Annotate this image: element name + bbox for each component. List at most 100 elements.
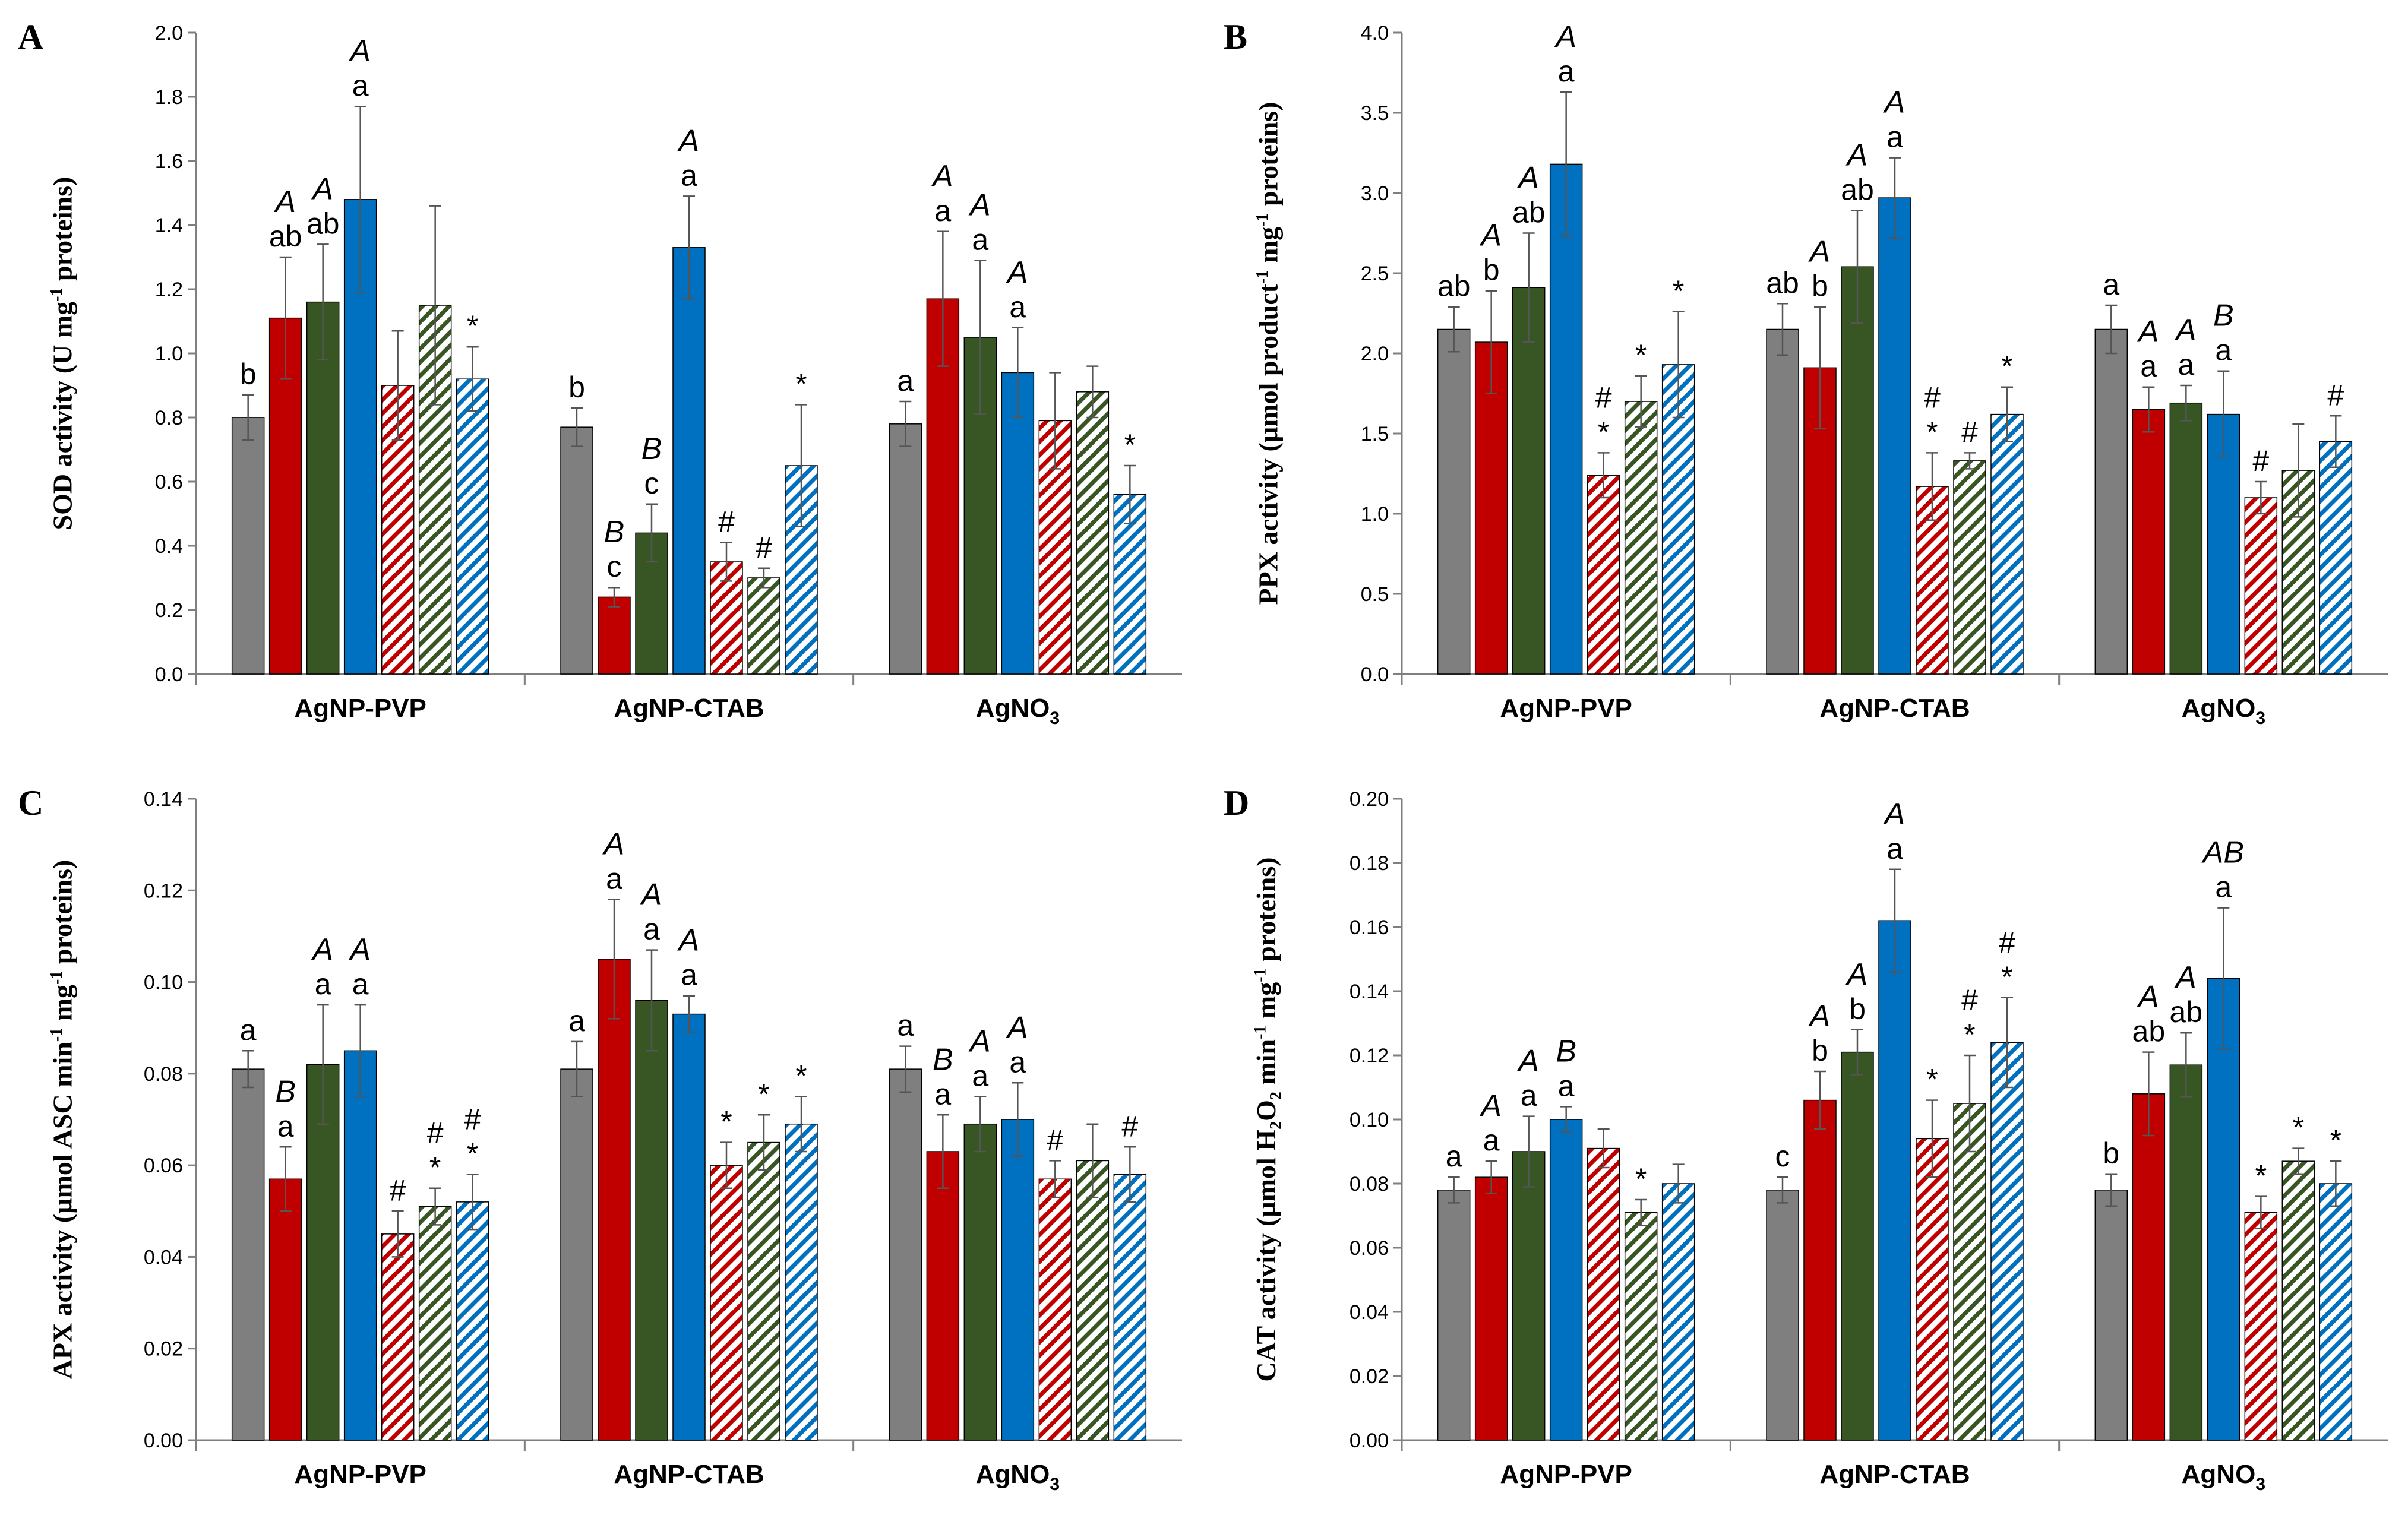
significance-label: ab (269, 220, 302, 253)
significance-label: AB (2201, 836, 2244, 870)
significance-label: * (1926, 415, 1938, 448)
significance-label: B (933, 1042, 953, 1077)
significance-label: a (2140, 350, 2157, 383)
bar-red-hatched-AgNP-PVP (1587, 475, 1620, 675)
significance-label: A (1006, 1010, 1028, 1045)
significance-label: b (1483, 254, 1500, 287)
significance-label: a (972, 1059, 988, 1092)
category-label: AgNP-PVP (1500, 1460, 1632, 1489)
significance-label: a (1558, 1069, 1575, 1102)
significance-label: B (641, 432, 662, 466)
significance-label: * (1926, 1063, 1938, 1096)
bar-green-hatched-AgNP-PVP (418, 1206, 452, 1441)
category-label: AgNP-PVP (1500, 694, 1632, 723)
category-label: AgNO3 (976, 694, 1060, 728)
significance-label: a (1886, 832, 1903, 865)
category-label: AgNP-CTAB (614, 1460, 764, 1489)
significance-label: * (1673, 274, 1684, 308)
y-tick-label: 1.5 (1361, 423, 1389, 445)
bar-green-solid-AgNP-CTAB (635, 1000, 668, 1441)
significance-label: * (2001, 350, 2012, 383)
y-tick-label: 0.04 (1350, 1301, 1389, 1324)
significance-label: # (2327, 378, 2344, 412)
bar-green-hatched-AgNP-PVP (1624, 1212, 1658, 1441)
panel-d: D CAT activity (µmol H2O2 min-1 mg-1 pro… (1206, 766, 2400, 1526)
significance-label: # (1047, 1123, 1063, 1156)
significance-label: * (1598, 415, 1609, 448)
y-tick-label: 1.6 (155, 150, 183, 173)
y-tick-label: 1.0 (1361, 503, 1389, 526)
bar-blue-solid-AgNO3 (1001, 1119, 1035, 1441)
y-tick-label: 2.5 (1361, 262, 1389, 285)
bar-control-AgNO3 (2094, 328, 2128, 675)
bar-blue-solid-AgNP-PVP (343, 199, 377, 675)
bar-red-solid-AgNP-PVP (1474, 341, 1508, 675)
y-tick-label: 0.0 (1361, 663, 1389, 686)
bar-blue-hatched-AgNP-PVP (456, 1201, 489, 1441)
significance-label: a (240, 1013, 257, 1046)
bar-green-solid-AgNO3 (2169, 402, 2203, 675)
significance-label: b (1849, 992, 1866, 1026)
y-tick-label: 0.08 (144, 1063, 183, 1086)
y-tick-label: 0.14 (1350, 981, 1389, 1003)
significance-label: a (277, 1109, 294, 1143)
bar-red-hatched-AgNP-PVP (1587, 1147, 1620, 1441)
y-tick-label: 0.00 (1350, 1429, 1389, 1452)
bar-green-solid-AgNO3 (2169, 1064, 2203, 1441)
significance-label: a (352, 69, 369, 102)
significance-label: a (606, 862, 622, 896)
significance-label: * (2293, 1111, 2304, 1144)
category-label: AgNP-PVP (294, 694, 426, 723)
panel-label-b: B (1224, 17, 1248, 56)
bar-blue-solid-AgNP-CTAB (672, 1013, 706, 1441)
panel-a: A SOD activity (U mg-1 proteins) 0.0 0.2 0… (0, 0, 1194, 760)
panel-b: B PPX activity (µmol product-1 mg-1 prot… (1206, 0, 2400, 760)
bar-red-hatched-AgNP-PVP (381, 1233, 415, 1441)
bar-blue-hatched-AgNO3 (1113, 494, 1147, 675)
y-tick-label: 0.02 (144, 1338, 183, 1361)
y-tick-label: 0.00 (144, 1429, 183, 1452)
significance-label: B (275, 1074, 296, 1109)
y-tick-label: 0.06 (1350, 1237, 1389, 1260)
significance-label: b (2103, 1137, 2119, 1170)
bar-green-solid-AgNP-PVP (1512, 287, 1546, 675)
significance-label: a (2103, 268, 2119, 301)
significance-label: # (427, 1117, 444, 1150)
significance-label: A (1808, 235, 1831, 269)
bar-green-hatched-AgNO3 (1076, 391, 1110, 675)
significance-label: c (607, 550, 622, 583)
category-label: AgNP-PVP (294, 1460, 426, 1489)
bar-red-solid-AgNO3 (926, 1151, 960, 1441)
bar-blue-hatched-AgNP-PVP (456, 378, 489, 675)
significance-label: A (311, 172, 333, 206)
significance-label: A (968, 1024, 991, 1058)
significance-label: A (1516, 161, 1539, 195)
bar-red-solid-AgNP-CTAB (598, 959, 631, 1441)
significance-label: A (311, 932, 333, 967)
significance-label: a (1521, 1079, 1537, 1112)
bar-blue-hatched-AgNO3 (2319, 1183, 2353, 1441)
bar-blue-solid-AgNP-CTAB (1878, 920, 1911, 1441)
significance-label: * (1635, 1162, 1647, 1195)
y-tick-label: 0.02 (1350, 1365, 1389, 1388)
significance-label: * (467, 1137, 478, 1171)
bar-green-solid-AgNP-CTAB (1841, 266, 1874, 675)
bar-red-hatched-AgNO3 (2244, 497, 2278, 675)
bar-green-solid-AgNO3 (963, 1123, 997, 1441)
bar-control-AgNP-CTAB (560, 1068, 593, 1441)
significance-label: a (934, 1077, 951, 1111)
y-tick-label: 0.16 (1350, 916, 1389, 939)
significance-label: A (1516, 1044, 1539, 1078)
bar-red-solid-AgNO3 (926, 298, 960, 675)
significance-label: A (1808, 999, 1831, 1033)
significance-label: # (1595, 381, 1612, 414)
significance-label: c (644, 467, 659, 500)
significance-label: * (795, 367, 807, 400)
bar-red-hatched-AgNO3 (1038, 1178, 1072, 1441)
y-tick-label: 1.2 (155, 279, 183, 301)
significance-label: b (568, 371, 585, 404)
y-tick-label: 3.0 (1361, 182, 1389, 205)
y-tick-label: 2.0 (1361, 343, 1389, 365)
significance-label: # (718, 505, 735, 539)
category-label: AgNO3 (2182, 694, 2265, 728)
